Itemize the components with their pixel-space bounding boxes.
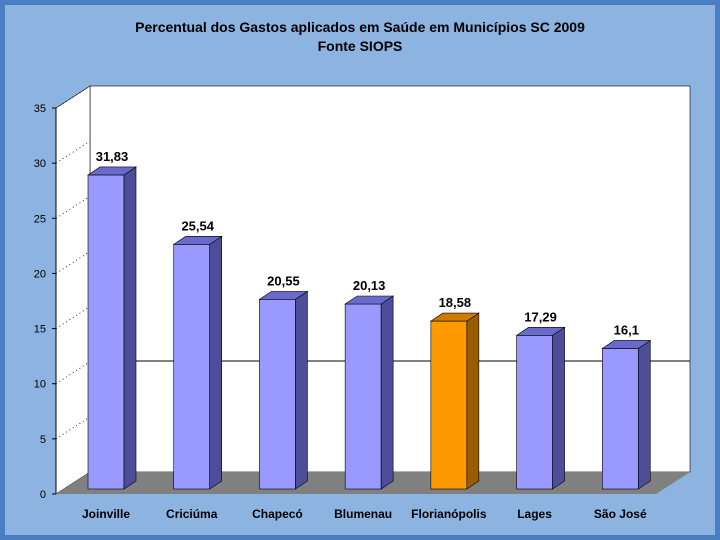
chart-title: Percentual dos Gastos aplicados em Saúde… [135,19,585,35]
bar-side [466,312,480,490]
bar [601,348,639,490]
bar [259,299,296,490]
data-label: 20,55 [267,273,300,288]
bar [430,320,468,490]
y-depth-guide [55,416,91,440]
bar-top [258,291,309,300]
bar [87,174,125,490]
x-category-label: Criciúma [166,507,218,521]
x-category-label: Chapecó [252,507,303,521]
bar-side [637,339,651,490]
y-tick-label: 10 [34,379,46,391]
chart-subtitle: Fonte SIOPS [317,38,403,54]
x-category-label: Florianópolis [411,507,487,521]
bar-side [380,295,394,490]
bar-top [601,340,652,349]
x-category-label: Joinville [82,507,130,521]
bar-side [123,166,137,490]
bar-side [209,235,223,490]
y-tick-label: 25 [34,213,46,225]
bar-top [344,295,395,305]
bar [516,335,553,490]
y-tick-label: 0 [40,489,46,501]
y-tick-label: 15 [34,324,46,336]
y-depth-guide [55,251,91,274]
x-category-label: Lages [517,507,552,521]
chart-title-block: Percentual dos Gastos aplicados em Saúde… [0,18,720,56]
bar [173,244,211,490]
y-depth-guide [55,85,91,109]
y-depth-guide [55,306,91,329]
y-depth-guide [55,140,91,164]
data-label: 18,58 [439,295,472,310]
data-label: 17,29 [524,309,557,324]
bar-top [172,236,223,245]
bar-side [552,326,565,490]
y-depth-guide [55,361,91,385]
bar [344,303,382,490]
y-tick-label: 5 [40,434,46,446]
y-depth-guide [55,195,91,219]
x-category-label: São José [594,507,647,521]
data-label: 31,83 [96,149,129,164]
y-tick-label: 35 [34,103,46,115]
data-label: 20,13 [353,278,386,293]
bar-side [295,290,308,490]
bar-top [87,166,137,176]
plot-side-wall [55,85,91,495]
bar-top [429,312,480,322]
y-tick-label: 30 [34,158,46,170]
bar-top [515,327,566,336]
x-category-label: Blumenau [334,507,392,521]
y-tick-label: 20 [34,268,46,280]
data-label: 25,54 [181,218,214,233]
data-label: 16,1 [614,322,639,337]
